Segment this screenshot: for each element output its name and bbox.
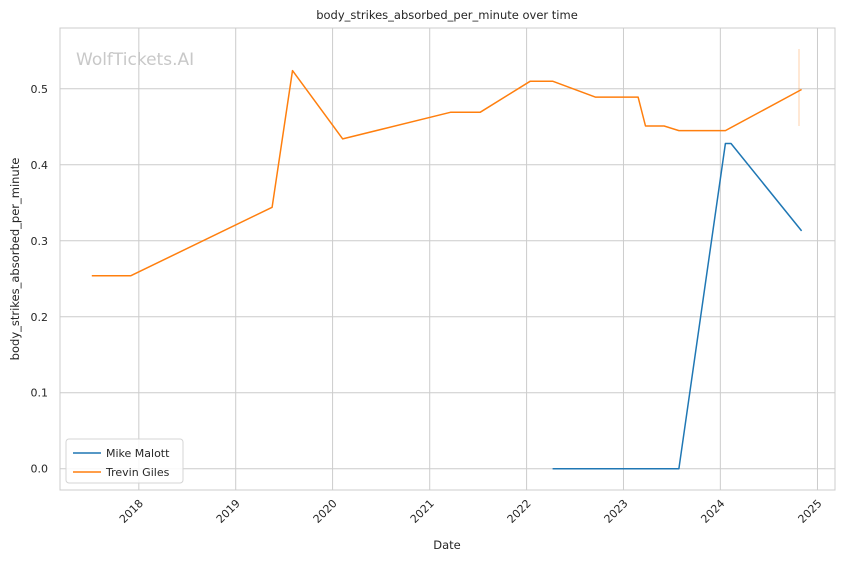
x-tick-label: 2019 <box>214 497 243 526</box>
grid-lines <box>60 28 835 490</box>
series-lines <box>91 69 803 470</box>
plot-area <box>59 27 836 491</box>
x-tick-label: 2023 <box>602 497 631 526</box>
y-tick-label: 0.5 <box>31 83 49 96</box>
y-tick-label: 0.3 <box>31 235 49 248</box>
y-tick-labels: 0.0 0.1 0.2 0.3 0.4 0.5 <box>31 83 49 476</box>
x-tick-label: 2022 <box>505 497 534 526</box>
series-line-mike-malott <box>552 142 803 470</box>
y-axis-label: body_strikes_absorbed_per_minute <box>8 158 22 361</box>
x-tick-labels: 2018 2019 2020 2021 2022 2023 2024 2025 <box>117 497 825 526</box>
x-tick-label: 2018 <box>117 497 146 526</box>
x-axis-label: Date <box>433 538 461 552</box>
y-tick-label: 0.2 <box>31 311 49 324</box>
chart-title: body_strikes_absorbed_per_minute over ti… <box>316 8 578 22</box>
x-tick-label: 2020 <box>311 497 340 526</box>
series-line-trevin-giles <box>91 69 802 277</box>
legend-label-trevin-giles: Trevin Giles <box>105 466 170 479</box>
watermark-text: WolfTickets.AI <box>76 50 194 70</box>
legend-label-mike-malott: Mike Malott <box>106 447 170 460</box>
x-tick-label: 2024 <box>698 497 727 526</box>
y-tick-label: 0.1 <box>31 387 49 400</box>
x-tick-label: 2025 <box>796 497 825 526</box>
legend: Mike Malott Trevin Giles <box>65 438 184 484</box>
x-tick-label: 2021 <box>408 497 437 526</box>
y-tick-label: 0.0 <box>31 463 49 476</box>
y-tick-label: 0.4 <box>31 159 49 172</box>
